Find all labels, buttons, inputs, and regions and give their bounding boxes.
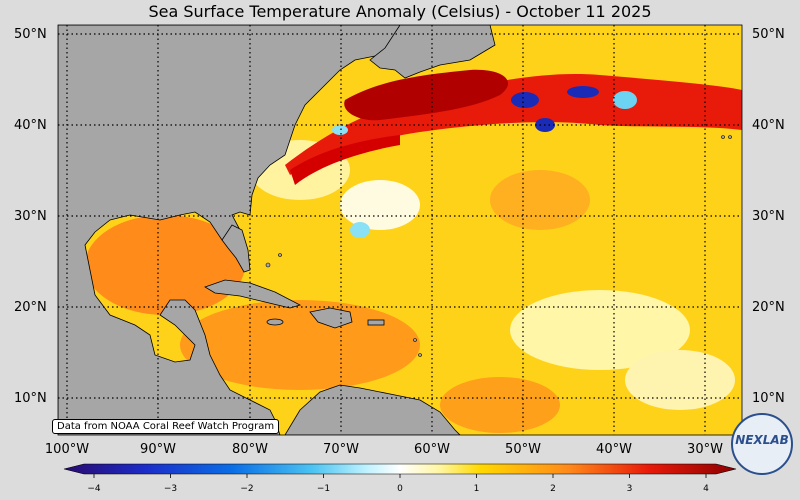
pale-anomaly-patch: [510, 290, 690, 370]
lat-label-right: 20°N: [752, 300, 785, 315]
cool-anomaly-patch: [350, 222, 370, 238]
colorbar-tick-label: −1: [316, 484, 331, 494]
map-frame: [57, 24, 743, 436]
pale-anomaly-patch: [340, 180, 420, 230]
land-island: [418, 353, 422, 357]
land-maritimes: [369, 25, 496, 79]
land-island: [721, 135, 725, 139]
lat-label-left: 50°N: [14, 27, 47, 42]
lat-label-right: 50°N: [752, 27, 785, 42]
colorbar-tick-label: 2: [550, 484, 556, 494]
lat-label-left: 10°N: [14, 391, 47, 406]
lat-label-right: 30°N: [752, 209, 785, 224]
lat-label-left: 20°N: [14, 300, 47, 315]
lat-label-left: 30°N: [14, 209, 47, 224]
lon-label: 100°W: [44, 442, 90, 457]
cool-anomaly-patch: [332, 125, 348, 135]
land-jamaica: [266, 318, 284, 326]
colorbar-tick-label: 3: [626, 484, 633, 494]
colorbar-tick-label: −3: [163, 484, 178, 494]
pale-anomaly-patch: [625, 350, 735, 410]
lon-label: 30°W: [687, 442, 723, 457]
land-cuba: [204, 279, 302, 309]
colorbar: [63, 463, 737, 475]
warm-anomaly-band: [290, 135, 400, 185]
map-title: Sea Surface Temperature Anomaly (Celsius…: [148, 2, 652, 21]
graticule: [58, 25, 742, 435]
land-island: [265, 262, 271, 268]
warm-anomaly-patch: [440, 377, 560, 433]
lon-label: 70°W: [323, 442, 359, 457]
colorbar-ticks: [93, 474, 707, 478]
caribbean-warm-anomaly: [180, 300, 420, 390]
land-island: [278, 253, 282, 257]
lat-label-right: 40°N: [752, 118, 785, 133]
lon-label: 40°W: [596, 442, 632, 457]
colorbar-tick-label: −2: [240, 484, 254, 494]
cold-anomaly-patch: [511, 92, 539, 108]
gulf-warm-anomaly: [85, 215, 245, 315]
lon-label: 60°W: [414, 442, 450, 457]
cold-anomaly-patch: [567, 86, 599, 98]
warm-anomaly-patch: [490, 170, 590, 230]
land-island: [413, 338, 417, 342]
nexlab-logo: NEXLAB: [731, 413, 793, 475]
data-credit: Data from NOAA Coral Reef Watch Program: [52, 419, 280, 434]
cool-anomaly-patch: [613, 91, 637, 109]
dark-warm-core: [344, 69, 509, 121]
land-puerto-rico: [367, 319, 385, 326]
lat-label-right: 10°N: [752, 391, 785, 406]
lon-label: 90°W: [140, 442, 176, 457]
land-island: [728, 135, 732, 139]
colorbar-tick-label: 0: [397, 484, 403, 494]
lon-label: 50°W: [505, 442, 541, 457]
colorbar-tick-label: −4: [87, 484, 101, 494]
colorbar-tick-label: 1: [473, 484, 480, 494]
land-florida: [221, 224, 251, 273]
logo-text: NEXLAB: [735, 433, 789, 447]
colorbar-tick-label: 4: [703, 484, 709, 494]
lat-label-left: 40°N: [14, 118, 47, 133]
lon-label: 80°W: [232, 442, 268, 457]
